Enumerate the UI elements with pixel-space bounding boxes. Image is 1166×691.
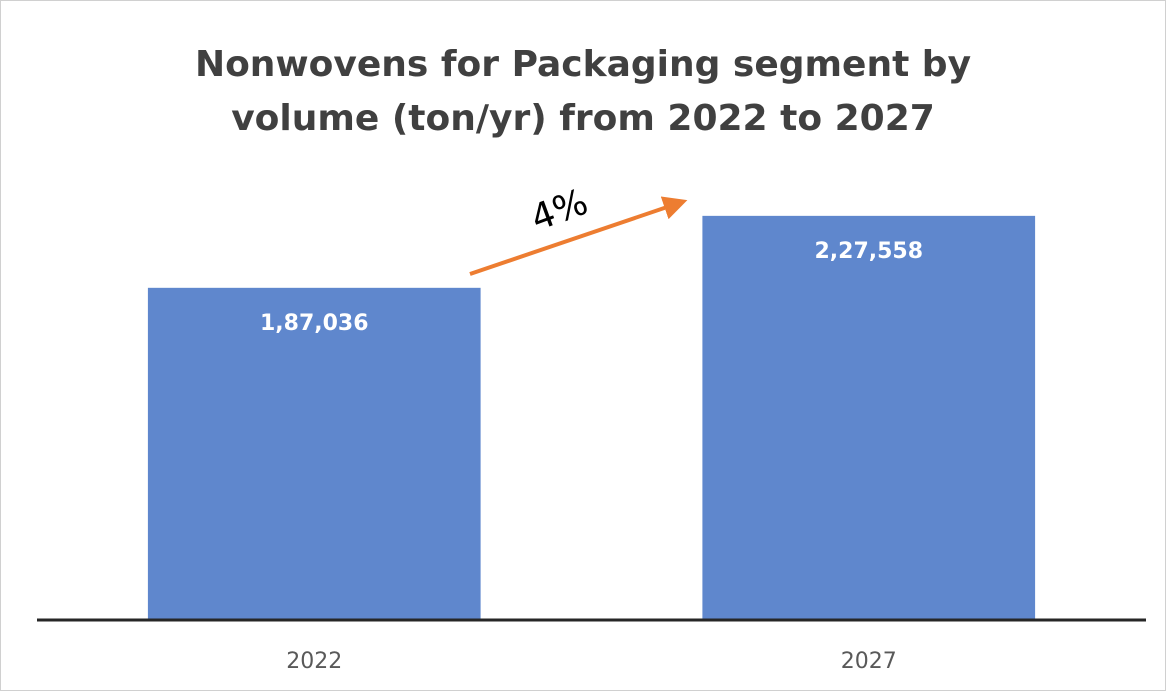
x-tick-label: 2022 [286, 649, 342, 674]
bar [147, 287, 481, 620]
chart-title: Nonwovens for Packaging segment by volum… [194, 44, 972, 139]
bar [702, 215, 1036, 620]
data-label: 1,87,036 [260, 311, 369, 336]
data-label: 2,27,558 [814, 239, 923, 264]
growth-annotation: 4% [526, 182, 594, 240]
x-tick-label: 2027 [841, 649, 897, 674]
growth-arrow [469, 196, 688, 276]
